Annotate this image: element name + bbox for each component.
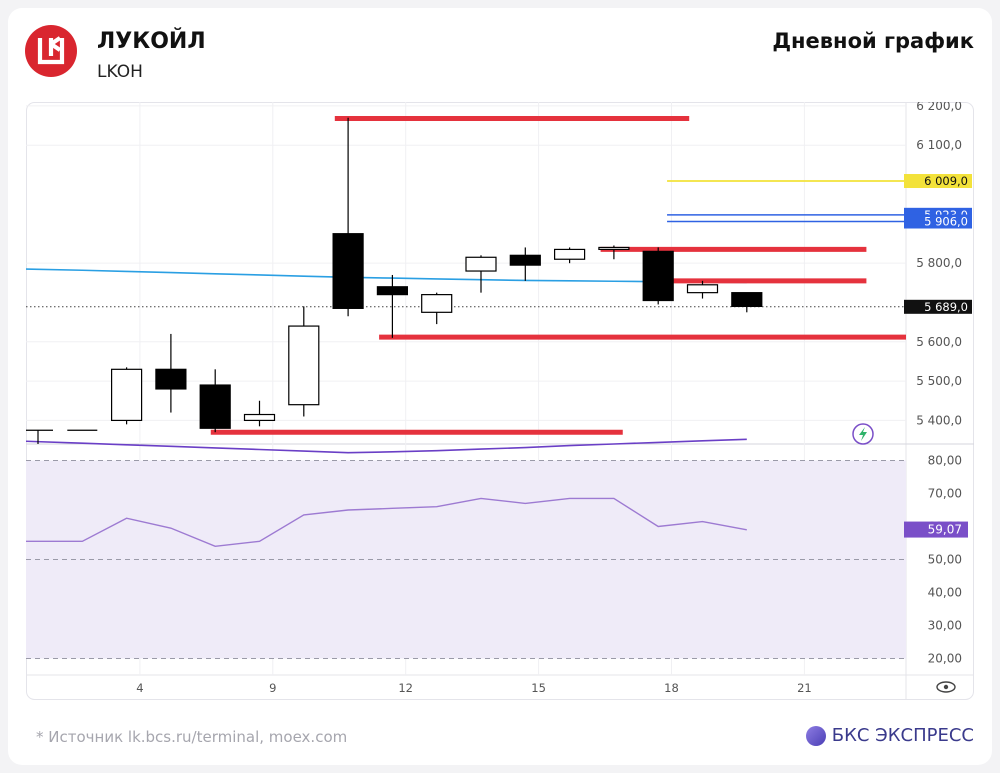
rsi-tick-label: 80,00 (928, 454, 962, 468)
rsi-badge (904, 521, 968, 538)
time-tick-label: 21 (797, 681, 812, 695)
time-tick-label: 15 (531, 681, 546, 695)
brand-logo: БКС ЭКСПРЕСС (805, 725, 974, 746)
candle-body (376, 286, 408, 296)
ma-slow-line (25, 438, 747, 454)
candle (199, 369, 231, 433)
candle-body (288, 325, 320, 406)
lukoil-logo (25, 25, 77, 77)
time-tick-label: 12 (398, 681, 413, 695)
rsi-tick-label: 30,00 (928, 619, 962, 633)
candle (332, 117, 364, 317)
candle (465, 255, 497, 293)
candle (731, 292, 763, 313)
rsi-badge-label: 59,07 (928, 523, 962, 537)
price-badge-label: 5 689,0 (924, 300, 968, 314)
lightning-icon[interactable] (852, 423, 874, 445)
price-tick-label: 6 200,0 (916, 102, 962, 113)
candle-body (155, 368, 187, 390)
candle-body (686, 284, 719, 294)
price-tick-label: 5 400,0 (916, 413, 962, 427)
chart-type-title: Дневной график (772, 29, 974, 53)
candle (23, 429, 53, 444)
candle (288, 306, 320, 417)
price-badge-black (904, 299, 972, 314)
candle-body (598, 246, 630, 251)
candle (155, 333, 187, 413)
candle (598, 245, 630, 260)
price-tick-label: 5 800,0 (916, 256, 962, 270)
brand-mark-icon (805, 725, 826, 746)
candle-body (731, 292, 763, 308)
candle (243, 400, 276, 427)
candle-body (199, 384, 231, 429)
eye-icon-outline (936, 681, 956, 693)
candle-body (332, 233, 364, 309)
eye-icon-pupil (943, 684, 949, 690)
candle-body (421, 294, 453, 313)
ticker-symbol: LKOH (97, 62, 143, 82)
rsi-line (26, 497, 747, 548)
price-badge-label: 6 009,0 (924, 174, 968, 188)
rsi-tick-label: 40,00 (928, 586, 962, 600)
candle-body (553, 248, 586, 260)
candle (642, 247, 674, 305)
candle (509, 247, 541, 281)
price-badge-yellow (904, 174, 972, 189)
price-tick-label: 6 100,0 (916, 138, 962, 152)
candle-body (509, 254, 541, 266)
brand-name: БКС ЭКСПРЕСС (831, 725, 974, 746)
candle-body (243, 413, 276, 422)
time-tick-label: 18 (664, 681, 679, 695)
price-tick-label: 5 600,0 (916, 335, 962, 349)
source-note: * Источник lk.bcs.ru/terminal, moex.com (36, 728, 348, 746)
chart-svg[interactable]: 6 200,0 6 100,0 5 800,0 5 600,0 5 500,0 5 400… (0, 99, 974, 706)
price-badge-label: 5 906,0 (924, 215, 968, 229)
chart-area[interactable]: 6 200,0 6 100,0 5 800,0 5 600,0 5 500,0 5 400… (0, 99, 974, 710)
rsi-tick-label: 70,00 (928, 487, 962, 501)
eye-icon[interactable] (936, 681, 956, 693)
lightning-icon-bolt (859, 427, 867, 441)
rsi-tick-label: 50,00 (928, 553, 962, 567)
time-tick-label: 9 (269, 681, 276, 695)
candle (110, 367, 143, 425)
candle-body (110, 368, 143, 422)
rsi-tick-label: 20,00 (928, 652, 962, 666)
candle-body (642, 250, 674, 302)
candle (421, 292, 453, 325)
candle (376, 274, 408, 338)
price-tick-label: 5 500,0 (916, 374, 962, 388)
company-name: ЛУКОЙЛ (97, 29, 206, 54)
time-tick-label: 4 (136, 681, 143, 695)
candle-body (465, 256, 497, 272)
candle (686, 280, 719, 299)
price-badge-blue (904, 214, 972, 229)
candle (553, 247, 586, 264)
